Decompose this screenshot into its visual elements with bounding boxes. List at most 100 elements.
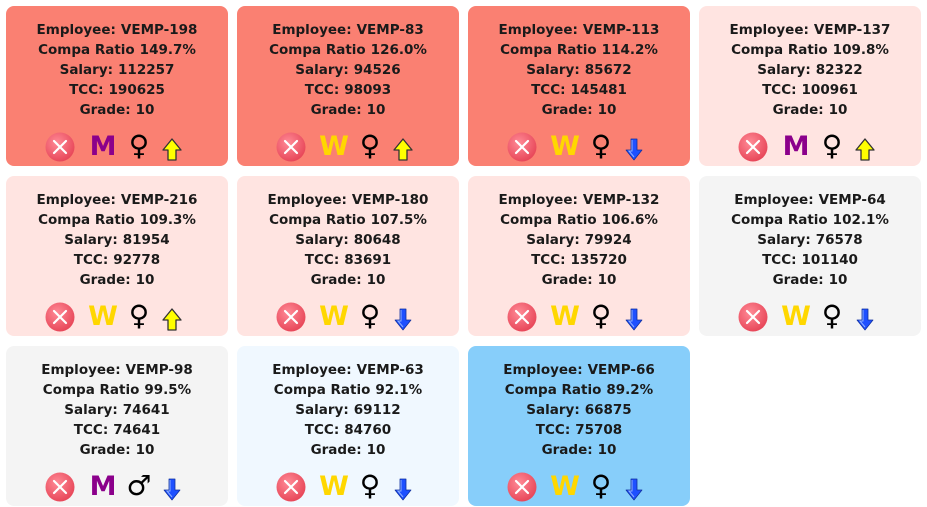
field-value-employee: VEMP-180: [351, 192, 429, 208]
x-circle-icon[interactable]: [44, 131, 76, 163]
field-value-employee: VEMP-83: [356, 22, 424, 38]
employee-card[interactable]: Employee: VEMP-64 Compa Ratio 102.1% Salary:…: [699, 176, 921, 336]
employee-card[interactable]: Employee: VEMP-66 Compa Ratio 89.2% Salary: 6…: [468, 346, 690, 506]
arrow-down-icon: [856, 308, 874, 331]
field-label-compa: Compa Ratio: [38, 212, 135, 228]
field-value-compa: 109.3%: [139, 212, 196, 228]
employee-card[interactable]: Employee: VEMP-137 Compa Ratio 109.8% Salary…: [699, 6, 921, 166]
card-line-grade: Grade: 10: [6, 442, 228, 460]
field-value-compa: 102.1%: [832, 212, 889, 228]
field-value-compa: 126.0%: [370, 42, 427, 58]
field-label-employee: Employee:: [267, 192, 347, 208]
x-circle-icon[interactable]: [506, 301, 538, 333]
card-line-tcc: TCC: 145481: [468, 82, 690, 100]
card-line-grade: Grade: 10: [237, 102, 459, 120]
x-circle-icon[interactable]: [275, 301, 307, 333]
field-label-tcc: TCC:: [762, 82, 797, 98]
card-line-salary: Salary: 85672: [468, 62, 690, 80]
field-label-tcc: TCC:: [762, 252, 797, 268]
field-value-compa: 109.8%: [832, 42, 889, 58]
card-line-tcc: TCC: 98093: [237, 82, 459, 100]
card-line-grade: Grade: 10: [468, 272, 690, 290]
field-label-compa: Compa Ratio: [42, 382, 140, 398]
field-label-employee: Employee:: [734, 192, 814, 208]
x-circle-icon[interactable]: [44, 301, 76, 333]
x-circle-icon[interactable]: [737, 301, 769, 333]
field-label-salary: Salary:: [526, 402, 580, 418]
card-line-salary: Salary: 112257: [6, 62, 228, 80]
card-line-compa: Compa Ratio 89.2%: [468, 382, 690, 400]
x-circle-icon[interactable]: [737, 131, 769, 163]
band-letter-icon: W: [319, 471, 349, 502]
card-line-tcc: TCC: 84760: [237, 422, 459, 440]
field-value-tcc: 83691: [344, 252, 392, 268]
card-line-tcc: TCC: 190625: [6, 82, 228, 100]
field-value-salary: 66875: [584, 402, 632, 418]
card-line-grade: Grade: 10: [468, 102, 690, 120]
employee-card[interactable]: Employee: VEMP-132 Compa Ratio 106.6% Salary…: [468, 176, 690, 336]
x-circle-icon[interactable]: [506, 471, 538, 503]
employee-card[interactable]: Employee: VEMP-198 Compa Ratio 149.7% Salary…: [6, 6, 228, 166]
field-value-grade: 10: [366, 442, 386, 458]
card-line-compa: Compa Ratio 106.6%: [468, 212, 690, 230]
field-label-compa: Compa Ratio: [500, 42, 597, 58]
field-label-grade: Grade:: [79, 442, 131, 458]
card-icons: W ♀: [237, 471, 459, 505]
female-icon: ♀: [590, 299, 612, 332]
field-value-salary: 69112: [353, 402, 401, 418]
card-line-employee: Employee: VEMP-113: [468, 22, 690, 40]
card-line-compa: Compa Ratio 114.2%: [468, 42, 690, 60]
card-line-compa: Compa Ratio 109.3%: [6, 212, 228, 230]
field-value-salary: 80648: [353, 232, 401, 248]
field-value-compa: 106.6%: [601, 212, 658, 228]
card-line-grade: Grade: 10: [237, 272, 459, 290]
field-label-grade: Grade:: [541, 272, 593, 288]
field-label-tcc: TCC:: [69, 82, 104, 98]
field-value-tcc: 92778: [113, 252, 161, 268]
x-circle-icon[interactable]: [275, 471, 307, 503]
field-label-salary: Salary:: [64, 232, 118, 248]
card-line-grade: Grade: 10: [699, 102, 921, 120]
employee-card[interactable]: Employee: VEMP-216 Compa Ratio 109.3% Salary…: [6, 176, 228, 336]
field-value-tcc: 74641: [113, 422, 161, 438]
field-value-tcc: 75708: [575, 422, 623, 438]
x-circle-icon[interactable]: [44, 471, 76, 503]
female-icon: ♀: [128, 299, 150, 332]
field-label-compa: Compa Ratio: [269, 42, 366, 58]
field-label-compa: Compa Ratio: [273, 382, 371, 398]
field-label-tcc: TCC:: [531, 82, 566, 98]
field-value-salary: 82322: [815, 62, 863, 78]
employee-card[interactable]: Employee: VEMP-180 Compa Ratio 107.5% Salary…: [237, 176, 459, 336]
card-line-employee: Employee: VEMP-137: [699, 22, 921, 40]
field-label-employee: Employee:: [36, 22, 116, 38]
field-label-compa: Compa Ratio: [504, 382, 602, 398]
employee-card[interactable]: Employee: VEMP-113 Compa Ratio 114.2% Salary…: [468, 6, 690, 166]
card-line-compa: Compa Ratio 107.5%: [237, 212, 459, 230]
field-value-tcc: 135720: [570, 252, 627, 268]
field-value-tcc: 84760: [344, 422, 392, 438]
field-label-grade: Grade:: [79, 272, 131, 288]
band-letter-icon: W: [550, 131, 580, 162]
band-letter-icon: W: [550, 471, 580, 502]
female-icon: ♀: [359, 129, 381, 162]
x-circle-icon[interactable]: [275, 131, 307, 163]
field-label-tcc: TCC:: [73, 252, 109, 268]
field-label-salary: Salary:: [295, 62, 349, 78]
employee-card[interactable]: Employee: VEMP-83 Compa Ratio 126.0% Salary:…: [237, 6, 459, 166]
field-label-grade: Grade:: [79, 102, 131, 118]
field-label-employee: Employee:: [272, 22, 352, 38]
field-label-tcc: TCC:: [535, 422, 571, 438]
card-line-compa: Compa Ratio 126.0%: [237, 42, 459, 60]
card-icons: M ♀: [699, 131, 921, 165]
employee-card[interactable]: Employee: VEMP-98 Compa Ratio 99.5% Salary: 7…: [6, 346, 228, 506]
field-label-salary: Salary:: [295, 232, 349, 248]
field-value-tcc: 145481: [570, 82, 627, 98]
x-circle-icon[interactable]: [506, 131, 538, 163]
card-line-employee: Employee: VEMP-66: [468, 362, 690, 380]
card-icons: W ♀: [237, 131, 459, 165]
field-value-compa: 99.5%: [144, 382, 192, 398]
employee-card[interactable]: Employee: VEMP-63 Compa Ratio 92.1% Salary: 6…: [237, 346, 459, 506]
field-value-employee: VEMP-113: [582, 22, 660, 38]
arrow-down-icon: [394, 308, 412, 331]
